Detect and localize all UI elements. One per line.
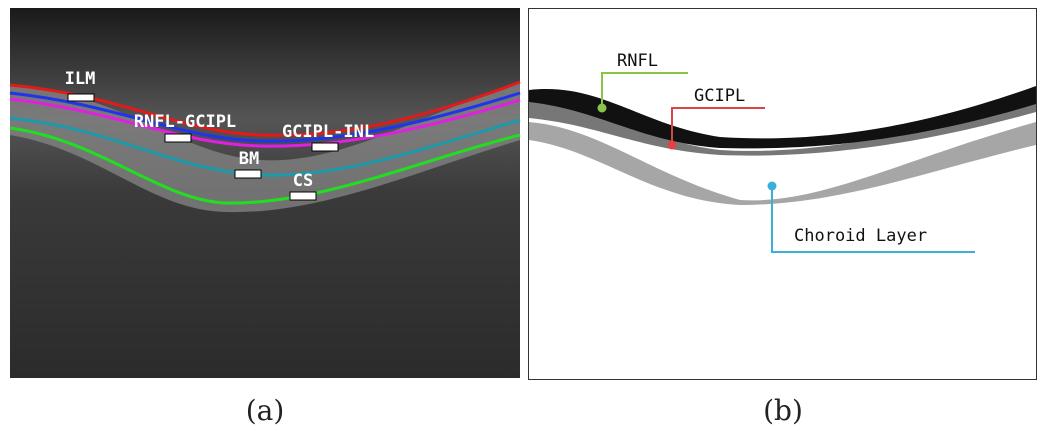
- caption: (b): [763, 394, 803, 427]
- label: ILM: [65, 69, 96, 89]
- label: CS: [293, 171, 313, 191]
- label-marker: [289, 191, 317, 201]
- rnfl-layer: [529, 86, 1036, 149]
- choroid-layer: [529, 122, 1036, 205]
- pointer-line: [771, 186, 975, 253]
- cs-line: [9, 126, 521, 205]
- label: Choroid Layer: [794, 226, 927, 246]
- panel-b: RNFL GCIPL Choroid Layer (b): [528, 8, 1037, 427]
- gcipl-inl-line: [9, 97, 521, 148]
- label-marker: [311, 142, 339, 152]
- label: GCIPL: [694, 86, 745, 106]
- label-marker: [164, 133, 192, 143]
- pointer-dot: [597, 103, 607, 113]
- retina-texture: [10, 82, 520, 213]
- gcipl-layer: [529, 100, 1036, 156]
- pointer-dot: [767, 181, 777, 191]
- label: BM: [239, 149, 259, 169]
- panel-a: ILM RNFL-GCIPL GCIPL-INL BM CS (a): [9, 8, 521, 427]
- segmentation-frame: [528, 8, 1037, 380]
- rnfl-gcipl-line: [9, 91, 521, 143]
- label: GCIPL-INL: [282, 122, 374, 142]
- pointer-dot: [667, 140, 677, 150]
- pointer-line: [671, 107, 765, 145]
- pointer-line: [601, 72, 688, 108]
- label: RNFL: [617, 51, 658, 71]
- label-marker: [234, 169, 262, 179]
- caption: (a): [246, 394, 285, 427]
- label: RNFL-GCIPL: [134, 112, 236, 132]
- label-marker: [67, 93, 95, 102]
- ilm-line: [9, 80, 521, 137]
